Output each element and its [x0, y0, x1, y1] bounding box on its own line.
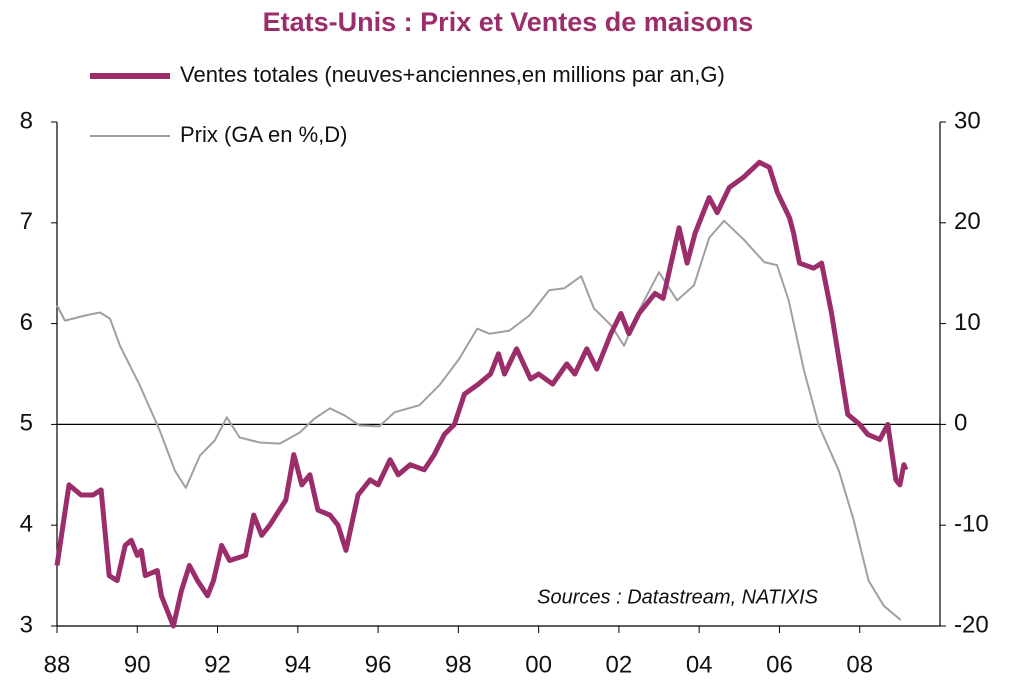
y-tick-label: 6	[20, 309, 33, 336]
y2-tick-label: 20	[954, 208, 981, 235]
source-note: Sources : Datastream, NATIXIS	[537, 586, 818, 608]
chart-title: Etats-Unis : Prix et Ventes de maisons	[263, 7, 754, 37]
y2-tick-label: 10	[954, 309, 981, 336]
y-tick-label: 5	[20, 410, 33, 437]
x-tick-label: 90	[124, 651, 151, 678]
y2-tick-label: -10	[954, 511, 989, 538]
y-tick-label: 4	[20, 511, 33, 538]
x-tick-label: 88	[44, 651, 71, 678]
y-tick-label: 8	[20, 107, 33, 134]
y-tick-label: 7	[20, 208, 33, 235]
x-tick-label: 92	[204, 651, 231, 678]
x-tick-label: 08	[846, 651, 873, 678]
x-tick-label: 06	[766, 651, 793, 678]
x-tick-label: 02	[606, 651, 633, 678]
y2-tick-label: 30	[954, 107, 981, 134]
x-tick-label: 98	[445, 651, 472, 678]
series-line	[54, 159, 909, 629]
x-tick-label: 04	[686, 651, 713, 678]
y-tick-label: 3	[20, 611, 33, 638]
x-tick-label: 94	[284, 651, 311, 678]
x-tick-label: 00	[525, 651, 552, 678]
legend-label: Prix (GA en %,D)	[180, 122, 347, 147]
y2-tick-label: -20	[954, 611, 989, 638]
x-tick-label: 96	[365, 651, 392, 678]
y2-tick-label: 0	[954, 410, 967, 437]
legend-label: Ventes totales (neuves+anciennes,en mill…	[180, 62, 725, 87]
series-line	[56, 219, 902, 621]
